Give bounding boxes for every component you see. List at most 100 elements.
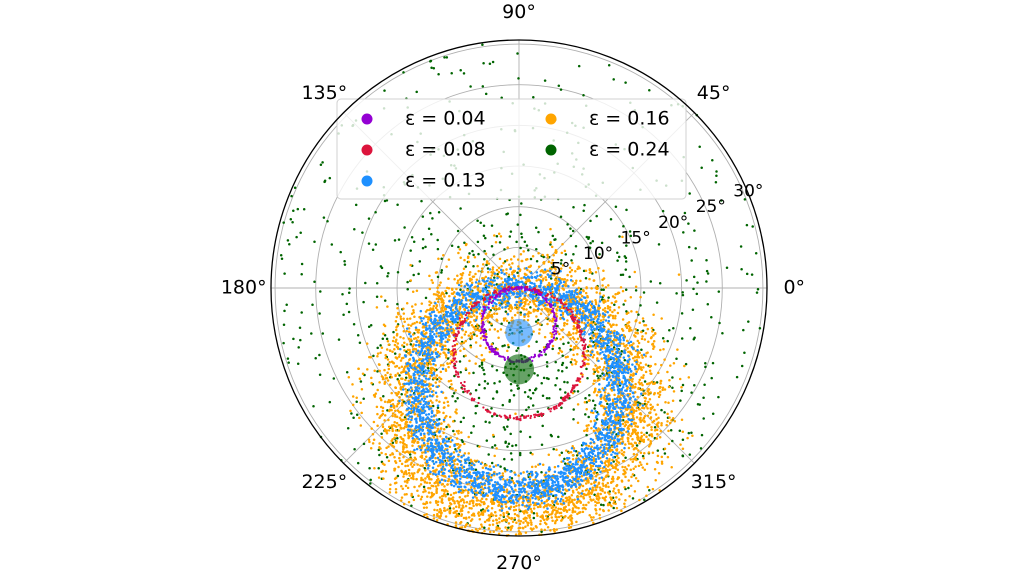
- data-point: [403, 493, 407, 496]
- data-point: [395, 325, 398, 329]
- data-point: [537, 251, 540, 255]
- data-point: [536, 309, 539, 313]
- data-point: [520, 277, 523, 280]
- data-point: [636, 355, 639, 359]
- data-point: [524, 525, 527, 528]
- data-point: [373, 369, 376, 372]
- data-point: [393, 436, 396, 439]
- data-point: [720, 199, 723, 202]
- data-point: [656, 403, 659, 406]
- data-point: [515, 504, 518, 508]
- data-point: [552, 494, 555, 498]
- data-point: [437, 257, 440, 261]
- data-point: [495, 268, 499, 272]
- data-point: [438, 380, 441, 383]
- data-point: [438, 341, 441, 345]
- data-point: [606, 307, 610, 310]
- data-point: [546, 310, 550, 313]
- data-point: [644, 363, 648, 366]
- data-point: [670, 410, 673, 413]
- data-point: [503, 260, 507, 263]
- data-point: [607, 463, 611, 466]
- data-point: [580, 475, 584, 478]
- data-point: [387, 367, 391, 371]
- data-point: [520, 202, 523, 205]
- data-point: [563, 249, 567, 253]
- data-point: [571, 261, 574, 265]
- data-point: [434, 364, 437, 367]
- data-point: [421, 472, 424, 475]
- data-point: [639, 412, 642, 415]
- data-point: [383, 299, 387, 302]
- data-point: [643, 420, 646, 423]
- data-point: [505, 268, 508, 271]
- data-point: [433, 369, 437, 372]
- data-point: [378, 369, 381, 373]
- data-point: [449, 352, 453, 356]
- data-point: [577, 495, 580, 498]
- data-point: [655, 301, 659, 304]
- data-point: [419, 483, 423, 486]
- data-point: [383, 324, 387, 328]
- data-point: [383, 414, 387, 417]
- data-point: [660, 363, 663, 367]
- data-point: [666, 412, 669, 416]
- data-point: [560, 251, 564, 255]
- data-point: [449, 440, 452, 444]
- data-point: [386, 274, 389, 278]
- data-point: [632, 452, 636, 456]
- data-point: [454, 491, 458, 494]
- data-point: [571, 509, 575, 512]
- data-point: [456, 274, 459, 278]
- data-point: [387, 343, 391, 347]
- data-point: [290, 194, 293, 198]
- data-point: [558, 511, 561, 515]
- data-point: [440, 342, 443, 346]
- data-point: [500, 264, 503, 268]
- data-point: [450, 71, 453, 75]
- data-point: [745, 272, 749, 276]
- data-point: [443, 506, 446, 510]
- data-point: [571, 336, 575, 339]
- data-point: [432, 517, 436, 520]
- data-point: [477, 252, 480, 256]
- data-point: [417, 272, 420, 276]
- data-point: [395, 334, 399, 337]
- data-point: [522, 512, 526, 515]
- data-point: [530, 510, 533, 513]
- data-point: [693, 383, 696, 387]
- data-point: [589, 464, 593, 468]
- data-point: [572, 205, 575, 209]
- data-point: [499, 328, 503, 331]
- data-point: [572, 446, 576, 450]
- data-point: [545, 522, 548, 526]
- data-point: [528, 388, 532, 392]
- data-point: [522, 250, 525, 253]
- data-point: [447, 365, 450, 369]
- data-point: [516, 258, 520, 261]
- data-point: [585, 408, 588, 411]
- data-point: [457, 432, 460, 435]
- data-point: [641, 317, 645, 320]
- data-point: [627, 486, 630, 490]
- data-point: [688, 192, 691, 195]
- data-point: [739, 245, 743, 248]
- data-point: [577, 511, 581, 514]
- data-point: [425, 481, 429, 484]
- data-point: [514, 488, 517, 492]
- data-point: [490, 274, 494, 277]
- data-point: [599, 492, 602, 496]
- data-point: [377, 466, 380, 470]
- data-point: [389, 373, 392, 376]
- data-point: [420, 302, 424, 305]
- data-point: [547, 308, 551, 311]
- data-point: [625, 339, 629, 343]
- data-point: [526, 318, 530, 322]
- data-point: [631, 445, 634, 448]
- data-point: [497, 307, 501, 310]
- data-point: [649, 391, 652, 394]
- data-point: [644, 370, 648, 374]
- data-point: [451, 394, 454, 398]
- data-point: [634, 382, 637, 386]
- data-point: [650, 326, 654, 330]
